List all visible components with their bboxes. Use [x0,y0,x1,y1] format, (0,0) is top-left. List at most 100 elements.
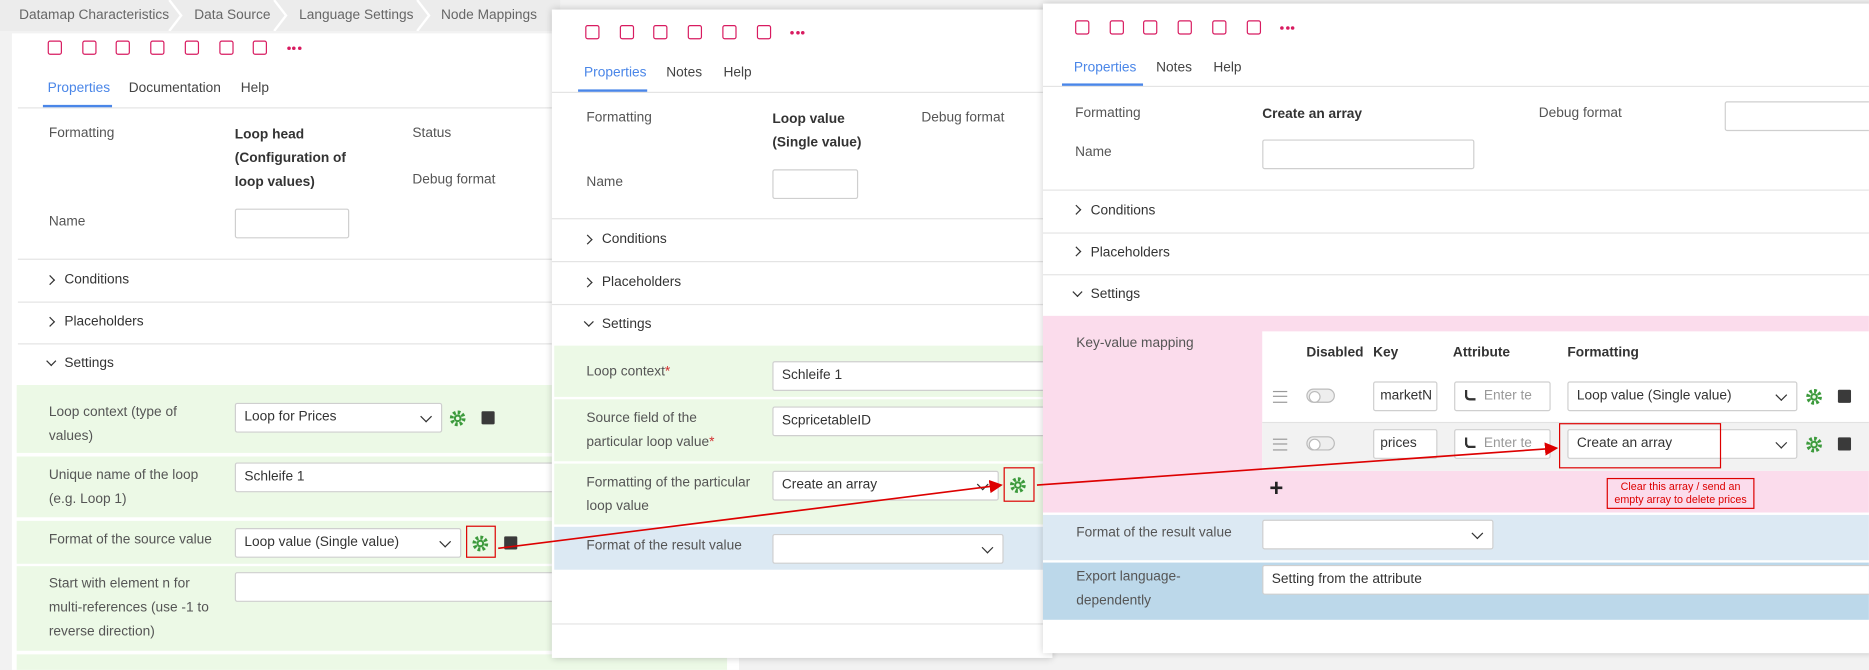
select-value: Loop for Prices [244,410,337,425]
section-header[interactable]: Conditions [1090,203,1156,219]
section-header[interactable]: Settings [64,356,114,371]
field-label: Format of the source value [48,532,212,548]
select-value: Create an array [781,477,878,493]
field-label: Source field of the particular loop valu… [586,406,753,454]
divider [17,301,734,303]
section-header[interactable]: Placeholders [64,314,144,329]
toolbar-button[interactable] [756,25,771,40]
toggle-knob [1308,390,1321,403]
toolbar-button[interactable] [1211,20,1227,35]
gear-button[interactable] [471,534,490,553]
toolbar-button[interactable] [218,40,234,55]
toolbar-button[interactable] [1109,20,1124,35]
drag-line [1272,395,1288,397]
toolbar-button[interactable] [619,25,634,40]
tab[interactable]: Help [1213,60,1242,76]
section-header[interactable]: Conditions [601,232,667,247]
debug-label: Debug format [921,110,1005,126]
toggle[interactable] [1306,436,1335,451]
drag-handle[interactable] [1272,390,1288,403]
select[interactable]: Loop for Prices [234,402,443,433]
field-label: Unique name of the loop (e.g. Loop 1) [48,468,199,507]
section-header[interactable]: Placeholders [601,275,682,290]
panel-loop-value: Properties Notes Help Formatting Loop va… [551,9,1053,658]
highlight-box [466,525,496,558]
highlight-box [1003,467,1035,502]
toolbar-button[interactable] [1075,20,1090,35]
breadcrumb[interactable]: Language Settings [299,8,414,23]
formatting-value: Loop head (Configuration of loop values) [234,127,346,190]
toolbar-button[interactable] [184,40,199,55]
arrow [1036,442,1559,486]
toolbar-button[interactable] [150,40,165,55]
section-header[interactable]: Settings [1090,287,1141,302]
select[interactable]: Loop value (Single value) [1567,381,1798,412]
tab[interactable]: Properties [1073,60,1137,76]
tab-divider [17,107,734,109]
input[interactable]: ScpricetableID [772,406,1053,437]
toolbar-button[interactable] [722,25,737,40]
more-button[interactable] [790,30,805,35]
toolbar-button[interactable] [116,40,131,55]
select[interactable] [772,533,1004,564]
note-button[interactable] [1837,437,1852,451]
toolbar-button[interactable] [81,40,97,55]
key-input[interactable]: prices [1373,429,1438,459]
select[interactable] [1262,519,1494,550]
input[interactable]: Setting from the attribute [1262,564,1869,595]
note-button[interactable] [1837,389,1852,403]
add-row-button[interactable]: + [1269,475,1284,502]
tab[interactable]: Documentation [128,81,221,96]
section-header[interactable]: Conditions [64,272,130,288]
toolbar-button[interactable] [585,25,600,40]
input[interactable]: Schleife 1 [772,361,1053,391]
dot [795,30,800,35]
section-header[interactable]: Settings [601,317,652,332]
debug-label: Debug format [412,172,496,188]
field-row [16,654,728,670]
tab[interactable]: Help [723,65,752,80]
breadcrumb[interactable]: Node Mappings [441,8,538,23]
tab[interactable]: Notes [1156,60,1192,76]
divider [551,303,1053,306]
breadcrumb[interactable]: Data Source [194,8,271,23]
gear-button[interactable] [1805,387,1824,406]
toolbar-button[interactable] [252,40,268,55]
tab[interactable]: Properties [584,65,647,80]
select[interactable]: Create an array [1567,429,1798,459]
select-value: Loop value (Single value) [244,535,400,550]
breadcrumb-bar [0,0,561,31]
name-input[interactable] [772,169,859,200]
row-divider [1262,421,1869,424]
toolbar-button[interactable] [1177,20,1193,35]
toolbar-button[interactable] [1143,20,1158,35]
name-input[interactable] [234,208,350,239]
gear-button[interactable] [1008,476,1027,495]
toolbar-button[interactable] [653,25,668,40]
toolbar-button[interactable] [687,25,703,40]
toolbar-button[interactable] [47,40,62,55]
divider [1042,189,1869,191]
note-button[interactable] [481,411,495,425]
toggle[interactable] [1306,388,1335,403]
key-input[interactable]: marketN [1373,381,1438,412]
name-input[interactable] [1262,139,1475,170]
debug-input[interactable] [1724,101,1869,132]
required-mark: * [709,435,715,450]
breadcrumb[interactable]: Datamap Characteristics [19,8,170,23]
more-button[interactable] [287,46,302,51]
section-header[interactable]: Placeholders [1090,245,1170,260]
attribute-input[interactable]: Enter te [1454,381,1551,412]
tab[interactable]: Help [240,81,269,96]
gear-button[interactable] [1805,435,1824,454]
drag-handle[interactable] [1272,438,1288,451]
formatting-label: Formatting [586,110,652,126]
gear-button[interactable] [448,409,467,428]
tab[interactable]: Notes [666,65,703,80]
select[interactable]: Loop value (Single value) [234,528,462,558]
more-button[interactable] [1280,26,1295,30]
panel-create-array: Properties Notes Help Formatting Create … [1042,3,1869,654]
tab[interactable]: Properties [47,81,111,96]
toolbar-button[interactable] [1246,20,1261,35]
